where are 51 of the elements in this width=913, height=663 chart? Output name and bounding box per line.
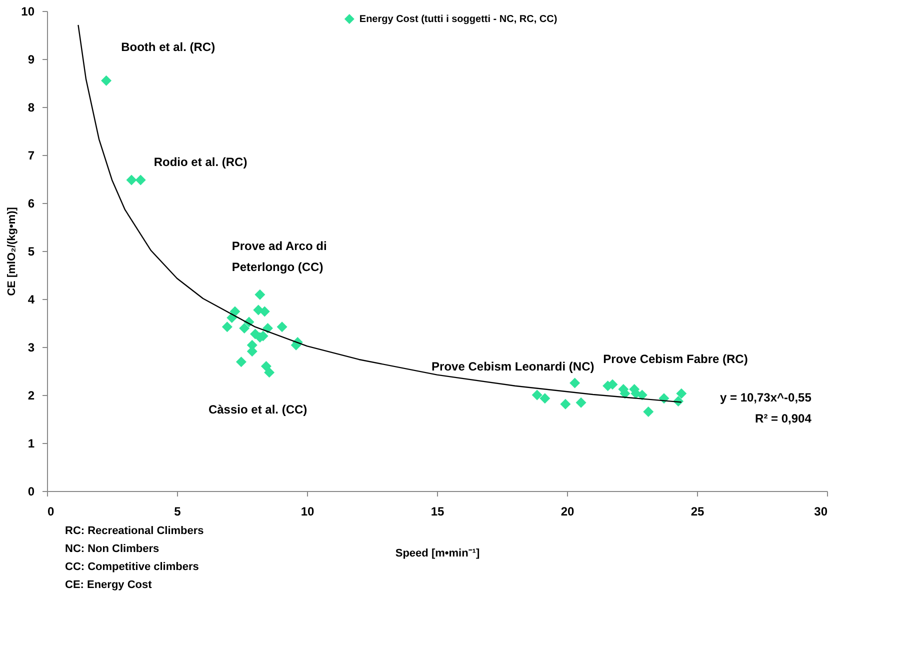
point: [259, 306, 270, 317]
point: [236, 356, 246, 368]
point: [532, 390, 542, 400]
x-tick-label: 20: [560, 504, 574, 518]
text: CC: Competitive climbers: [65, 561, 199, 573]
point: [230, 306, 240, 317]
annotation: Prove Cebism Leonardi (NC): [432, 360, 594, 374]
point: [222, 322, 232, 332]
y-tick-label: 2: [28, 388, 35, 402]
point: [276, 322, 288, 332]
y-tick-label: 4: [28, 292, 35, 306]
text: NC: Non Climbers: [65, 543, 160, 555]
point: [643, 406, 654, 418]
y-tick-label: 3: [28, 340, 35, 354]
point: [570, 378, 580, 388]
x-tick-label: 5: [174, 504, 182, 518]
point: [101, 75, 112, 86]
annotation: Prove ad Arco di Peterlongo (CC): [232, 239, 327, 274]
annotation: Càssio et al. (CC): [208, 402, 308, 416]
text: CE: Energy Cost: [65, 579, 152, 591]
x-axis-title: Speed [m•min⁻¹]: [395, 548, 480, 560]
y-tick-label: 8: [28, 100, 35, 114]
y-tick-label: 6: [28, 196, 35, 210]
annotation: Booth et al. (RC): [121, 40, 216, 54]
point: [540, 393, 550, 404]
point: [576, 397, 586, 408]
y-axis-title: CE [mlO₂/(kg•m)]: [6, 206, 18, 296]
point: [560, 398, 571, 410]
y-tick-label: 0: [28, 484, 35, 498]
point: [264, 367, 275, 378]
point: [254, 289, 266, 300]
point: [676, 388, 687, 399]
point: [135, 174, 146, 186]
annotation: y = 10,73x^-0,55 R² = 0,904: [720, 390, 812, 426]
legend-label: Energy Cost (tutti i soggetti - NC, RC, CC): [359, 14, 558, 25]
x-tick-label: 30: [814, 504, 828, 518]
y-tick-label: 7: [28, 148, 35, 162]
x-tick-label: 0: [48, 504, 54, 518]
x-tick-label: 10: [300, 504, 314, 518]
y-tick-label: 9: [28, 52, 35, 66]
y-tick-label: 10: [21, 4, 35, 18]
x-tick-label: 25: [690, 504, 704, 518]
point: [126, 174, 137, 186]
text: RC: Recreational Climbers: [65, 525, 204, 537]
annotation: Prove Cebism Fabre (RC): [603, 352, 748, 366]
point: [239, 323, 250, 334]
x-tick-label: 15: [430, 504, 444, 518]
y-tick-label: 1: [28, 436, 35, 450]
annotation: Rodio et al. (RC): [154, 155, 248, 170]
point: [636, 390, 648, 400]
y-tick-label: 5: [28, 244, 35, 258]
